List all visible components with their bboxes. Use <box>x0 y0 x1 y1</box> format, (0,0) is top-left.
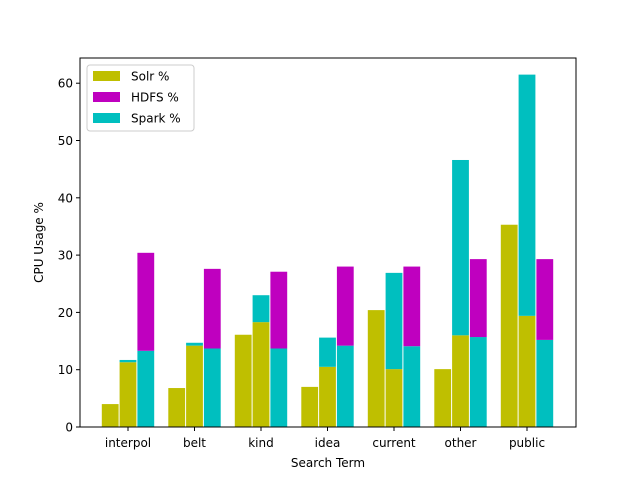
bar-interpol-1-solr <box>101 404 119 427</box>
bar-belt-3-spark <box>203 348 221 427</box>
y-tick-label: 50 <box>58 134 73 148</box>
legend-label: Solr % <box>131 70 169 84</box>
bar-belt-2-solr <box>186 345 203 427</box>
x-tick-label: public <box>509 436 545 450</box>
bar-interpol-2-solr <box>119 362 137 427</box>
legend-swatch <box>93 92 120 102</box>
bar-public-1-solr <box>500 224 518 427</box>
y-axis-title: CPU Usage % <box>32 202 46 283</box>
legend-label: Spark % <box>131 112 181 126</box>
y-tick-label: 10 <box>58 363 73 377</box>
y-tick-label: 60 <box>58 77 73 91</box>
y-axis: 0 10 20 30 40 50 60 <box>58 77 80 435</box>
legend: Solr % HDFS % Spark % <box>86 64 195 132</box>
legend-swatch <box>93 71 120 81</box>
y-tick-label: 30 <box>58 249 73 263</box>
bar-other-2-solr <box>452 335 469 427</box>
bars-layer <box>101 74 554 427</box>
bar-other-3-spark <box>469 337 487 427</box>
bar-public-3-hdfs <box>536 259 554 340</box>
x-tick-label: current <box>372 436 416 450</box>
bar-idea-3-hdfs <box>336 266 354 346</box>
bar-kind-3-hdfs <box>270 271 288 349</box>
bar-other-1-solr <box>434 369 452 427</box>
x-tick-label: kind <box>248 436 274 450</box>
bar-idea-2-spark <box>319 337 336 367</box>
bar-idea-3-spark <box>336 345 354 427</box>
x-axis-title: Search Term <box>291 456 365 470</box>
bar-public-2-spark <box>518 74 536 316</box>
bar-other-2-spark <box>452 159 469 336</box>
y-tick-label: 20 <box>58 306 73 320</box>
bar-current-2-spark <box>385 272 403 370</box>
bar-public-2-solr <box>518 315 536 427</box>
bar-belt-3-hdfs <box>203 268 221 349</box>
bar-interpol-3-hdfs <box>137 252 155 351</box>
bar-current-3-spark <box>403 346 421 427</box>
bar-current-2-solr <box>385 369 403 427</box>
bar-interpol-2-spark <box>119 359 137 363</box>
bar-kind-2-spark <box>252 295 270 323</box>
legend-swatch <box>93 113 120 123</box>
bar-public-3-spark <box>536 339 554 427</box>
y-tick-label: 40 <box>58 191 73 205</box>
x-tick-label: other <box>445 436 477 450</box>
x-tick-label: interpol <box>105 436 151 450</box>
bar-idea-2-solr <box>319 366 336 427</box>
legend-label: HDFS % <box>131 91 179 105</box>
x-axis: interpol belt kind idea current other public <box>105 427 545 450</box>
bar-kind-3-spark <box>270 348 288 427</box>
x-tick-label: idea <box>315 436 341 450</box>
bar-interpol-3-spark <box>137 350 155 427</box>
bar-other-3-hdfs <box>469 259 487 338</box>
bar-kind-1-solr <box>234 334 252 427</box>
bar-kind-2-solr <box>252 322 270 427</box>
x-tick-label: belt <box>183 436 206 450</box>
bar-belt-2-spark <box>186 342 203 346</box>
bar-idea-1-solr <box>301 386 319 427</box>
bar-belt-1-solr <box>168 388 186 427</box>
y-tick-label: 0 <box>65 421 73 435</box>
bar-current-3-hdfs <box>403 266 421 347</box>
bar-current-1-solr <box>367 310 385 427</box>
